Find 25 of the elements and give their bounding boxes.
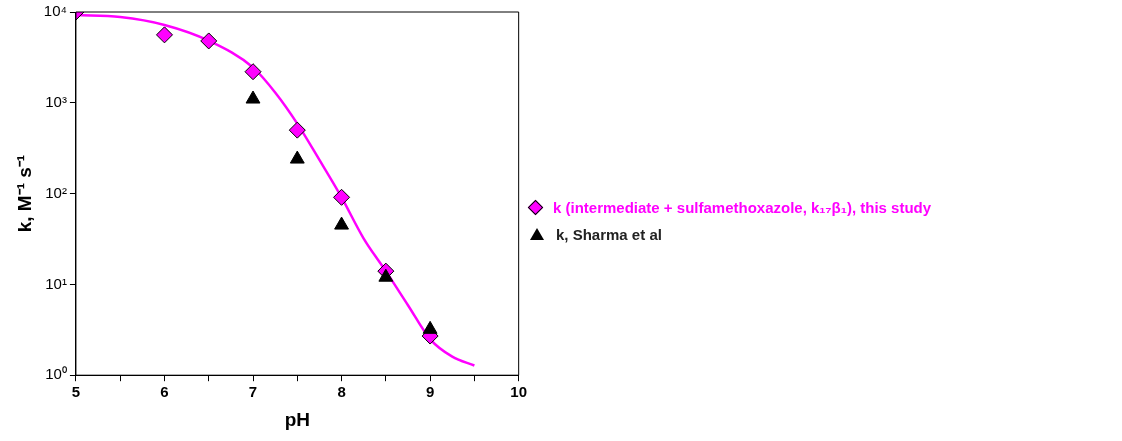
- point: [245, 90, 261, 104]
- point: [422, 320, 438, 334]
- legend-label: k, Sharma et al: [556, 225, 662, 243]
- y-tick-label: 10¹: [45, 274, 67, 292]
- x-tick-label: 6: [160, 383, 169, 401]
- y-axis-title: k, M⁻¹ s⁻¹: [13, 154, 35, 233]
- point: [200, 32, 218, 50]
- y-tick-label: 10³: [45, 92, 67, 110]
- x-tick-label: 7: [248, 383, 258, 401]
- x-tick-label: 8: [337, 383, 346, 401]
- point: [289, 150, 305, 164]
- point: [334, 216, 349, 230]
- point: [288, 121, 306, 139]
- x-tick-label: 10: [510, 383, 527, 401]
- legend-label: k (intermediate + sulfamethoxazole, k₁₇β₁), this study: [553, 198, 932, 216]
- point: [244, 63, 262, 81]
- y-tick-label: 10⁴: [43, 2, 67, 20]
- point: [333, 188, 351, 206]
- x-axis-title: pH: [284, 408, 310, 430]
- y-tick-label: 10²: [45, 183, 67, 201]
- point: [155, 26, 173, 44]
- point: [378, 268, 394, 282]
- y-tick-label: 10⁰: [45, 365, 67, 383]
- x-tick-label: 9: [425, 383, 435, 401]
- x-tick-label: 5: [71, 383, 81, 401]
